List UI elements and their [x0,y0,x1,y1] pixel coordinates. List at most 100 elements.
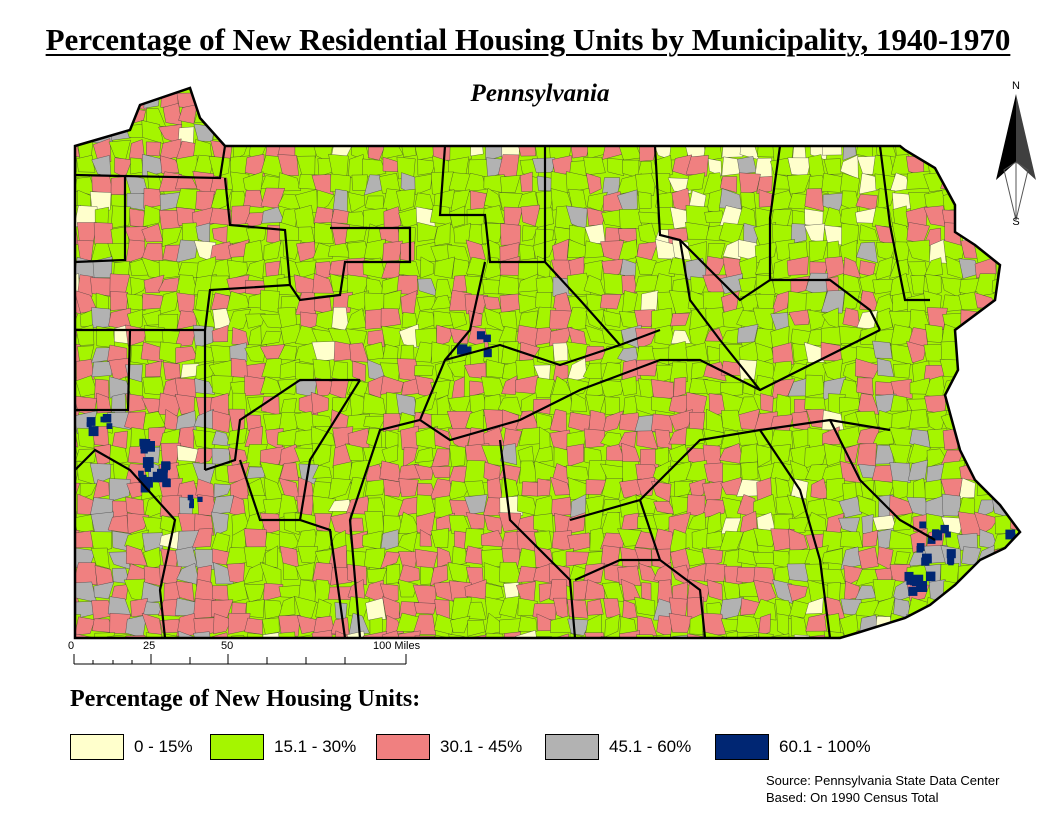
municipality-cell [94,107,115,123]
urban-municipality [916,545,924,553]
municipality-cell [398,579,418,598]
municipality-cell [650,258,675,278]
municipality-cell [890,379,913,399]
municipality-cell [75,511,77,536]
municipality-cell [1011,615,1020,638]
municipality-cell [226,635,249,638]
municipality-cell [176,292,195,315]
municipality-cell [158,314,179,330]
municipality-cell [606,158,625,177]
municipality-cell [943,240,965,262]
municipality-cell [859,224,879,242]
legend-swatch [210,734,264,760]
municipality-cell [958,138,982,161]
municipality-cell [602,310,621,328]
municipality-cell [483,632,506,638]
municipality-cell [449,328,469,344]
municipality-cell [93,222,115,247]
municipality-cell [669,361,688,383]
municipality-cell [771,124,794,143]
municipality-cell [414,365,434,376]
municipality-cell [143,188,163,209]
municipality-cell [565,307,587,331]
urban-municipality [457,344,468,355]
municipality-cell [77,91,96,109]
municipality-cell [855,358,881,379]
municipality-cell [634,309,656,327]
municipality-cell [466,120,487,144]
municipality-cell [106,634,132,638]
municipality-cell [109,613,131,634]
urban-municipality [138,470,144,477]
municipality-cell [311,630,334,638]
urban-municipality [142,457,154,468]
municipality-cell [383,119,402,142]
municipality-cell [242,561,265,585]
municipality-cell [75,342,82,364]
municipality-cell [685,155,709,177]
urban-municipality [463,346,472,355]
municipality-cell [685,460,711,483]
municipality-cell [383,289,402,312]
urban-municipality [483,349,492,358]
municipality-cell [75,460,81,481]
urban-municipality [102,414,112,423]
municipality-cell [312,273,335,294]
municipality-cell [651,481,672,503]
municipality-cell [599,125,622,140]
county-boundary [759,429,832,638]
municipality-cell [588,88,608,111]
municipality-cell [913,477,927,500]
municipality-cell [75,238,76,262]
municipality-cell [973,511,999,535]
county-boundary [544,261,621,346]
municipality-cell [278,494,298,519]
municipality-cell [890,88,914,110]
municipality-cell [93,581,115,599]
municipality-cell [75,497,76,515]
municipality-cell [771,378,796,399]
municipality-cell [345,226,368,243]
municipality-cell [194,88,215,107]
municipality-cell [416,511,436,536]
municipality-cell [466,207,486,227]
urban-municipality [476,331,486,340]
municipality-cell [651,307,673,330]
municipality-cell [1025,375,1048,398]
municipality-cell [1008,443,1020,468]
municipality-cell [75,125,79,144]
municipality-cell [654,429,673,450]
municipality-cell [471,634,490,638]
scale-ruler [73,654,407,665]
municipality-cell [347,564,367,586]
county-boundary [419,329,881,442]
municipality-cell [634,105,655,124]
municipality-cell [366,122,387,144]
municipality-cell [333,106,349,125]
municipality-cell [873,630,896,638]
municipality-cell [792,634,811,638]
municipality-cell [787,120,809,143]
legend-item-0-15: 0 - 15% [70,733,193,761]
municipality-cell [908,409,929,429]
municipality-cell [601,88,625,110]
municipality-cell [565,122,590,142]
county-boundary [569,418,891,522]
municipality-cell [891,103,912,127]
municipality-cell [770,461,794,481]
municipality-cell [724,630,738,638]
compass-icon [996,94,1036,221]
municipality-cell [294,88,314,110]
municipality-cell [91,155,112,178]
municipality-cell [978,615,996,636]
municipality-cell [316,189,335,213]
municipality-cell [226,291,250,312]
municipality-cell [430,92,455,109]
municipality-cell [75,562,98,586]
municipality-cell [957,616,979,638]
municipality-cell [351,174,368,191]
urban-municipality [144,441,155,452]
municipality-cell [464,545,483,565]
municipality-cell [332,442,352,469]
county-boundary [770,278,881,331]
